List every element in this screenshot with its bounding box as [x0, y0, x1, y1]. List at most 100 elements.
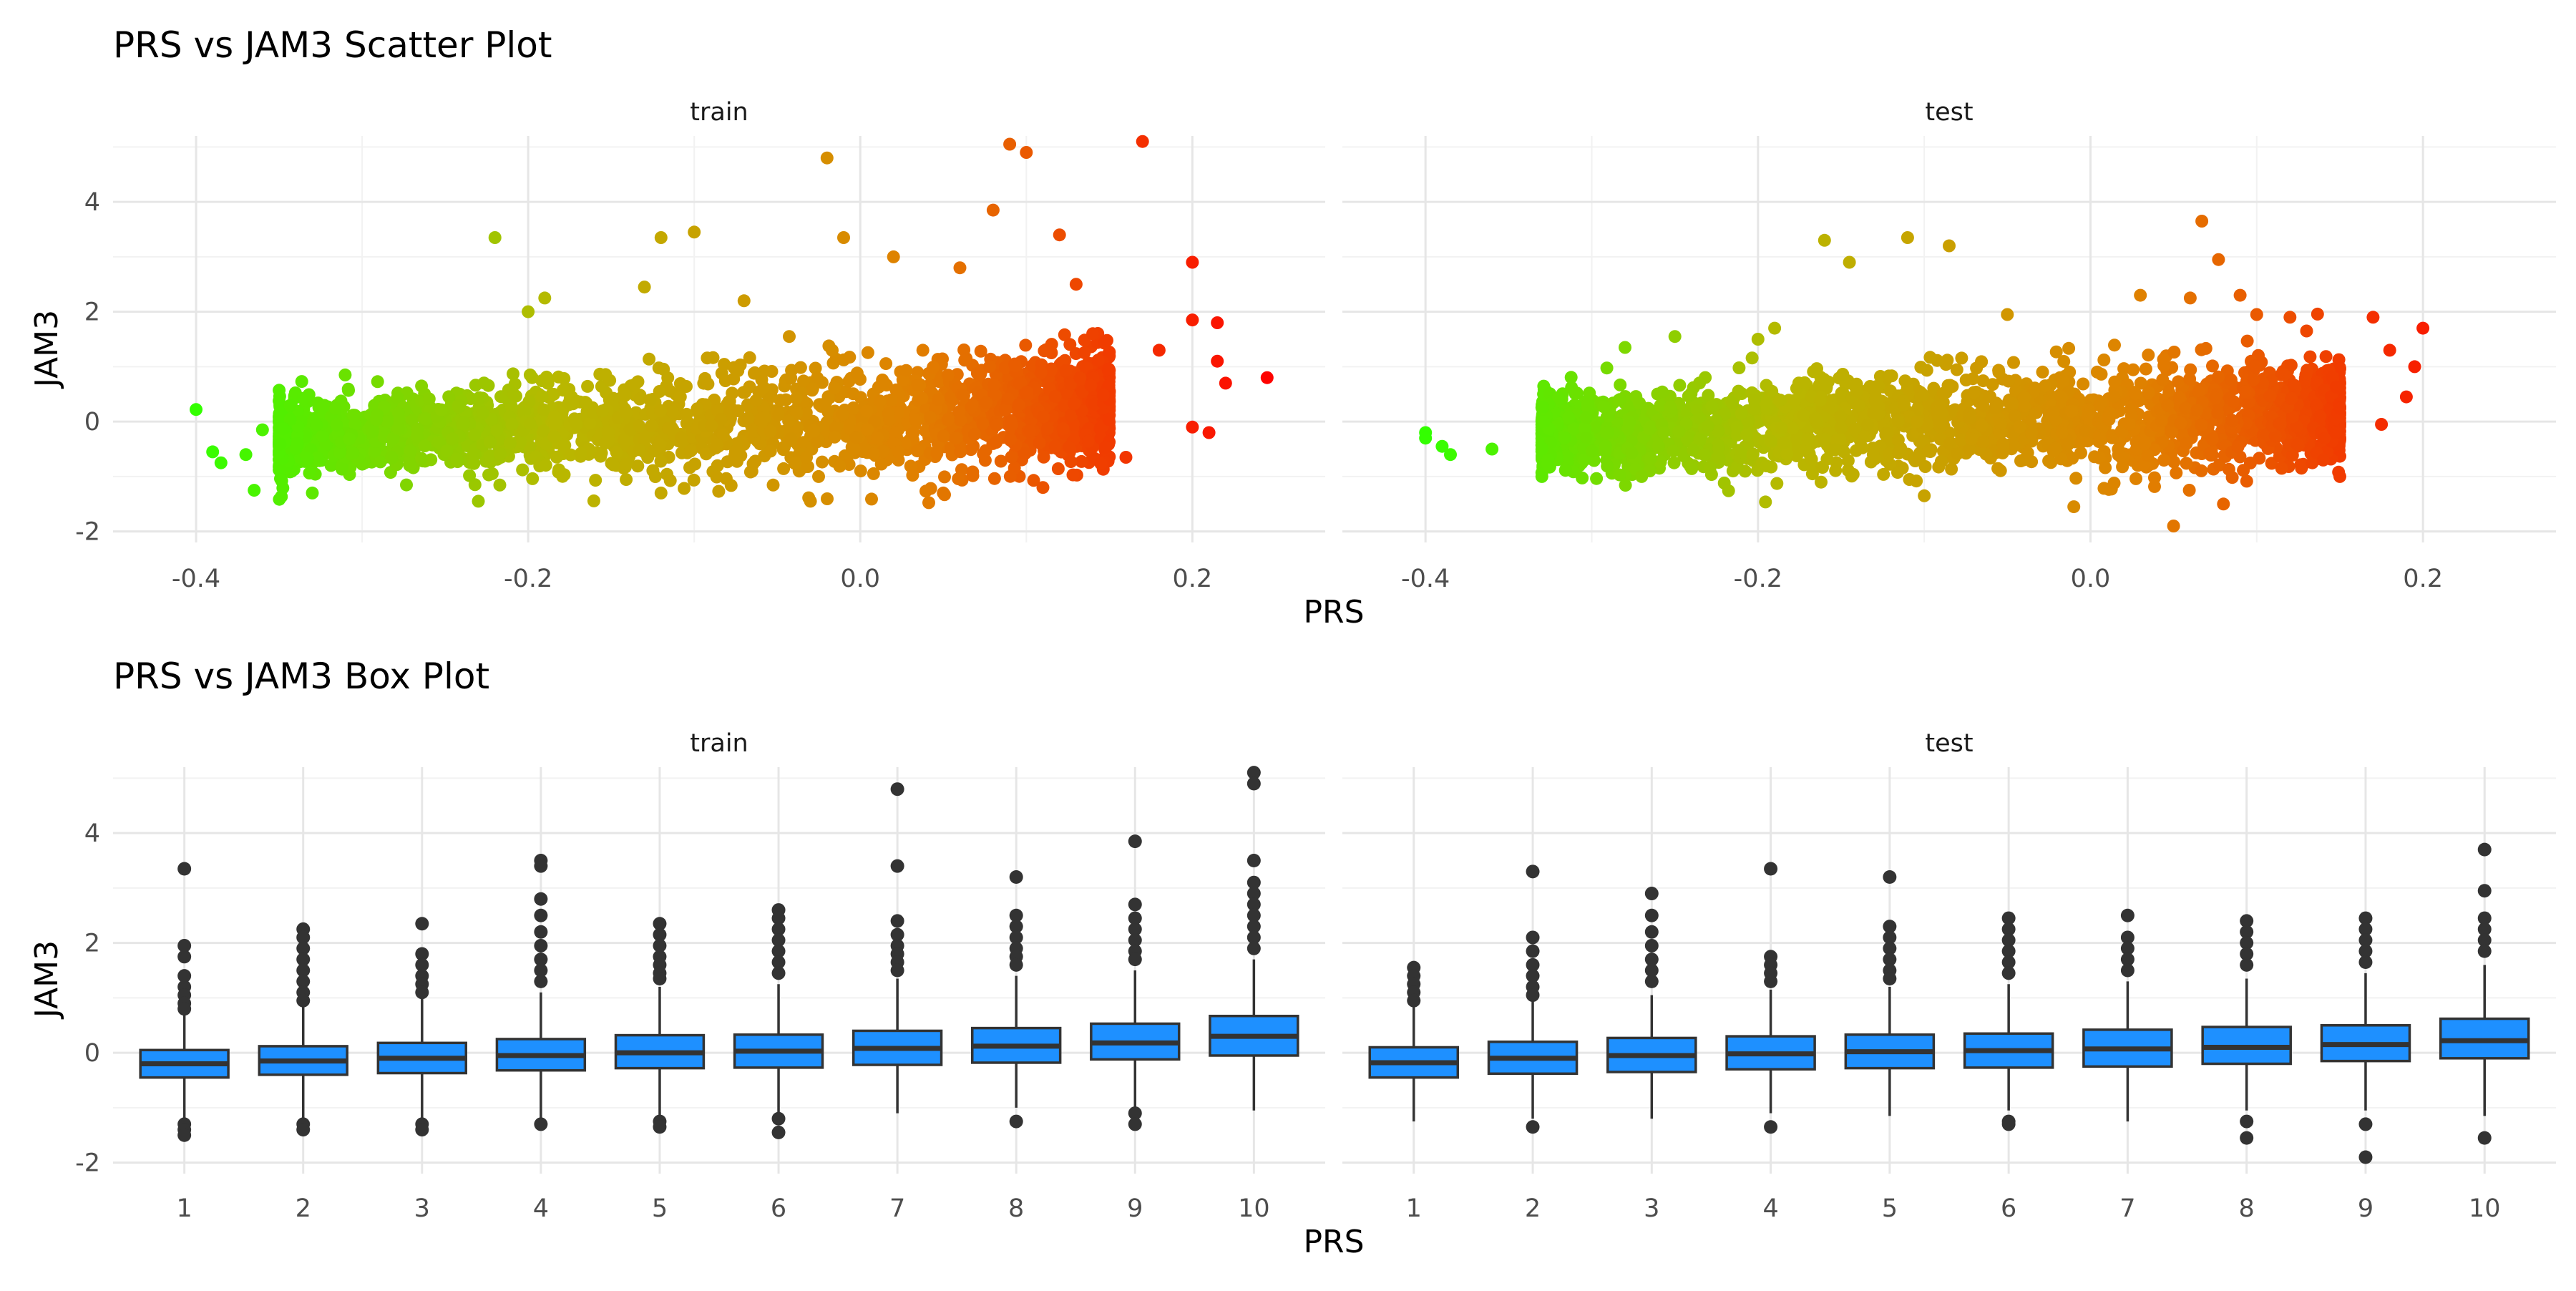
scatter-point: [999, 404, 1012, 416]
scatter-point: [507, 367, 519, 380]
scatter-point: [731, 364, 744, 377]
scatter-point: [1211, 316, 1224, 329]
scatter-point: [932, 394, 945, 406]
scatter-point: [283, 399, 296, 412]
scatter-point: [806, 382, 819, 395]
scatter-point: [557, 384, 570, 396]
scatter-point: [726, 386, 738, 399]
scatter-point: [794, 361, 807, 374]
scatter-point: [851, 366, 864, 379]
scatter-point: [662, 422, 675, 434]
scatter-point: [472, 495, 485, 507]
scatter-point: [747, 457, 760, 470]
scatter-point: [705, 419, 718, 432]
scatter-point: [834, 460, 847, 473]
scatter-point: [557, 372, 570, 385]
scatter-point: [1068, 397, 1080, 410]
scatter-point: [1975, 356, 1988, 369]
scatter-point: [976, 417, 989, 430]
scatter-point: [836, 408, 849, 421]
scatter-point: [987, 204, 1000, 217]
scatter-point: [843, 351, 856, 364]
scatter-point: [2170, 467, 2182, 479]
scatter-point: [1041, 422, 1054, 435]
scatter-point: [804, 495, 817, 507]
scatter-point: [821, 152, 834, 165]
scatter-point: [784, 371, 797, 384]
scatter-point: [629, 378, 642, 391]
scatter-point: [979, 454, 992, 467]
scatter-point: [346, 447, 359, 459]
scatter-point: [643, 353, 655, 366]
scatter-point: [215, 457, 228, 469]
scatter-point: [909, 414, 922, 427]
scatter-point: [329, 402, 342, 415]
scatter-point: [701, 351, 713, 364]
box-title: PRS vs JAM3 Box Plot: [113, 656, 489, 697]
scatter-point: [1005, 451, 1018, 464]
scatter-point: [1097, 389, 1110, 401]
scatter-point: [657, 363, 670, 376]
scatter-point: [1732, 361, 1745, 374]
scatter-point: [1910, 474, 1923, 487]
scatter-point: [899, 364, 912, 377]
scatter-point: [2183, 484, 2196, 497]
scatter-y-tick-label: -2: [75, 518, 100, 547]
scatter-point: [338, 369, 351, 381]
scatter-point: [924, 411, 937, 424]
scatter-point: [607, 459, 620, 472]
scatter-point: [404, 459, 416, 472]
scatter-point: [954, 445, 967, 458]
scatter-point: [538, 291, 551, 304]
scatter-point: [248, 484, 260, 497]
scatter-x-tick-label: 0.2: [1173, 565, 1213, 593]
scatter-point: [457, 416, 470, 429]
box-x-axis-title: PRS: [1303, 1224, 1364, 1260]
scatter-point: [1084, 379, 1097, 392]
scatter-point: [884, 394, 897, 406]
scatter-point: [2228, 395, 2240, 408]
scatter-point: [570, 418, 583, 431]
scatter-point: [917, 344, 930, 356]
scatter-point: [2288, 379, 2301, 391]
scatter-point: [548, 418, 561, 431]
scatter-point: [1005, 415, 1018, 428]
scatter-point: [442, 390, 455, 403]
scatter-point: [256, 424, 269, 437]
scatter-point: [1035, 366, 1048, 379]
scatter-point: [1955, 351, 1968, 364]
scatter-point: [743, 351, 756, 364]
scatter-point: [911, 379, 924, 391]
scatter-y-axis-title: JAM3: [29, 310, 65, 389]
scatter-point: [610, 446, 623, 459]
scatter-point: [587, 495, 600, 507]
scatter-point: [877, 376, 890, 389]
scatter-point: [1086, 327, 1099, 340]
scatter-point: [892, 446, 905, 459]
scatter-point: [1836, 368, 1849, 381]
scatter-point: [1853, 399, 1865, 412]
scatter-point: [674, 391, 687, 404]
scatter-point: [1065, 455, 1078, 468]
scatter-point: [1004, 433, 1017, 446]
scatter-point: [950, 432, 962, 444]
scatter-point: [504, 437, 517, 449]
scatter-point: [882, 407, 895, 420]
scatter-point: [1049, 390, 1062, 403]
scatter-point: [645, 419, 658, 432]
scatter-point: [688, 458, 701, 471]
scatter-point: [783, 330, 796, 343]
scatter-point: [2129, 472, 2142, 485]
scatter-point: [711, 438, 723, 451]
scatter-point: [1092, 354, 1105, 366]
scatter-point: [400, 479, 413, 492]
scatter-point: [273, 390, 286, 403]
scatter-point: [2240, 474, 2253, 487]
scatter-point: [411, 423, 424, 436]
scatter-point: [958, 354, 971, 366]
scatter-point: [2157, 454, 2170, 467]
scatter-point: [1759, 495, 1772, 508]
scatter-point: [922, 496, 935, 509]
scatter-point: [385, 451, 398, 464]
scatter-point: [537, 404, 550, 416]
